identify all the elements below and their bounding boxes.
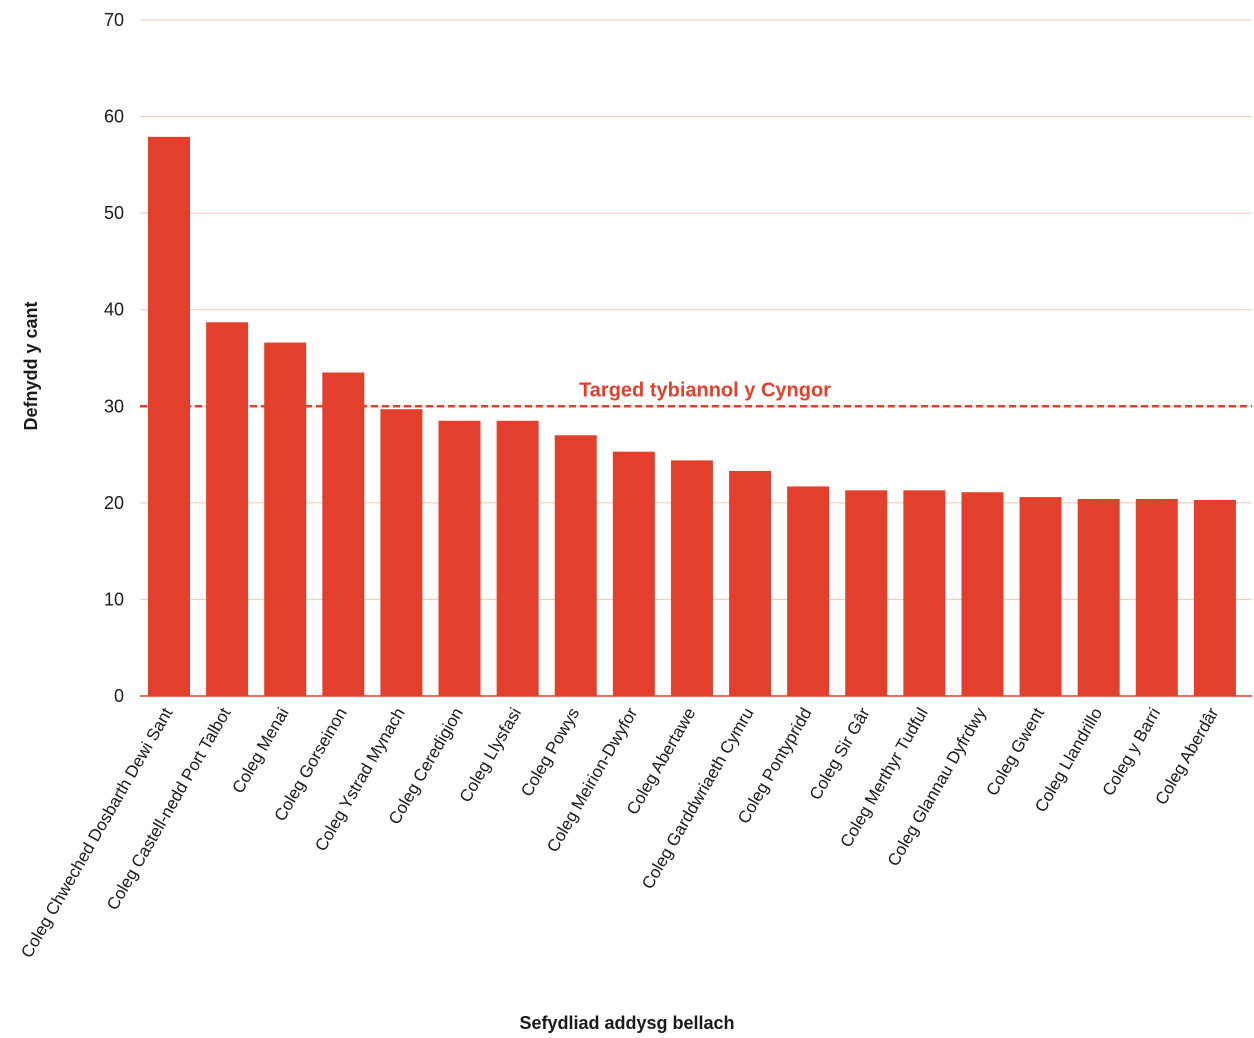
y-tick-label: 50 bbox=[104, 203, 124, 223]
bar bbox=[554, 435, 597, 696]
bar bbox=[961, 492, 1004, 696]
x-tick-label: Coleg Glannau Dyfrdwy bbox=[884, 704, 990, 869]
bar bbox=[380, 409, 423, 696]
x-tick-label: Coleg Castell-nedd Port Talbot bbox=[103, 704, 235, 913]
x-axis-title: Sefydliad addysg bellach bbox=[519, 1013, 734, 1033]
bar bbox=[1077, 498, 1120, 696]
reference-line-label: Targed tybiannol y Cyngor bbox=[579, 379, 831, 401]
bar bbox=[148, 136, 190, 696]
bar bbox=[1135, 498, 1178, 696]
x-tick-label: Coleg Gwent bbox=[982, 704, 1048, 799]
x-tick-label: Coleg y Barri bbox=[1099, 705, 1165, 800]
y-tick-label: 40 bbox=[104, 300, 124, 320]
bar bbox=[787, 486, 830, 696]
y-axis-title: Defnydd y cant bbox=[21, 301, 41, 430]
bar bbox=[1019, 497, 1062, 696]
bar bbox=[845, 490, 888, 696]
y-tick-label: 10 bbox=[104, 589, 124, 609]
bar bbox=[206, 322, 249, 696]
y-tick-label: 0 bbox=[114, 686, 124, 706]
bar bbox=[264, 342, 307, 696]
x-tick-label: Coleg Menai bbox=[228, 705, 292, 797]
x-tick-label: Coleg Llysfasi bbox=[456, 705, 525, 806]
bar bbox=[903, 490, 946, 696]
x-tick-label: Coleg Powys bbox=[517, 705, 583, 800]
bar bbox=[496, 420, 539, 696]
bar bbox=[729, 470, 772, 696]
y-axis-ticks: 0 10 20 30 40 50 60 70 bbox=[104, 10, 124, 706]
y-tick-label: 70 bbox=[104, 10, 124, 30]
bar bbox=[438, 420, 481, 696]
bar bbox=[612, 451, 655, 696]
y-tick-label: 60 bbox=[104, 107, 124, 127]
x-tick-label: Coleg Sir Gâr bbox=[806, 704, 874, 803]
x-tick-label: Coleg Garddwriaeth Cymru bbox=[638, 705, 757, 893]
x-tick-label: Coleg Aberdâr bbox=[1152, 704, 1223, 808]
y-tick-label: 20 bbox=[104, 493, 124, 513]
bar bbox=[1193, 499, 1236, 696]
bar bbox=[670, 460, 713, 696]
y-tick-label: 30 bbox=[104, 396, 124, 416]
bar bbox=[322, 372, 365, 696]
bars bbox=[148, 136, 1236, 696]
reference-line-group: Targed tybiannol y Cyngor bbox=[140, 379, 1252, 408]
